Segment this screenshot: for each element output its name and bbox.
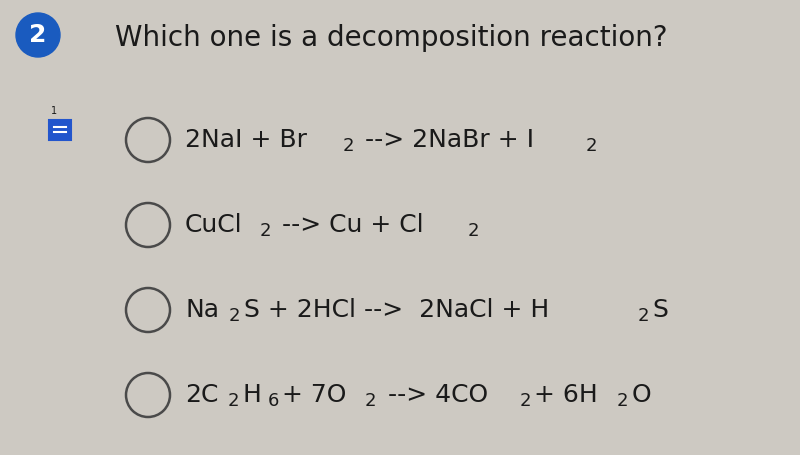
Text: 2: 2: [586, 137, 598, 155]
Text: + 6H: + 6H: [534, 383, 598, 407]
Text: O: O: [631, 383, 651, 407]
Text: S: S: [653, 298, 668, 322]
Text: 2: 2: [228, 392, 239, 410]
Text: 1: 1: [51, 106, 57, 116]
Text: 2: 2: [229, 307, 240, 325]
Text: H: H: [243, 383, 262, 407]
Text: 2: 2: [259, 222, 271, 240]
Circle shape: [16, 13, 60, 57]
Text: Na: Na: [185, 298, 219, 322]
Text: Which one is a decomposition reaction?: Which one is a decomposition reaction?: [115, 24, 668, 52]
Text: S + 2HCl -->  2NaCl + H: S + 2HCl --> 2NaCl + H: [244, 298, 549, 322]
FancyBboxPatch shape: [49, 120, 71, 140]
Text: 2: 2: [467, 222, 478, 240]
Text: 2: 2: [519, 392, 531, 410]
Text: CuCl: CuCl: [185, 213, 242, 237]
Text: 2NaI + Br: 2NaI + Br: [185, 128, 307, 152]
Text: 2: 2: [638, 307, 649, 325]
Text: --> 2NaBr + I: --> 2NaBr + I: [358, 128, 534, 152]
Text: 2: 2: [30, 23, 46, 47]
Text: 2C: 2C: [185, 383, 218, 407]
Text: 2: 2: [617, 392, 628, 410]
Text: 2: 2: [342, 137, 354, 155]
Text: --> 4CO: --> 4CO: [380, 383, 488, 407]
Text: + 7O: + 7O: [282, 383, 346, 407]
Text: --> Cu + Cl: --> Cu + Cl: [274, 213, 424, 237]
Text: 6: 6: [267, 392, 278, 410]
Text: 2: 2: [365, 392, 377, 410]
